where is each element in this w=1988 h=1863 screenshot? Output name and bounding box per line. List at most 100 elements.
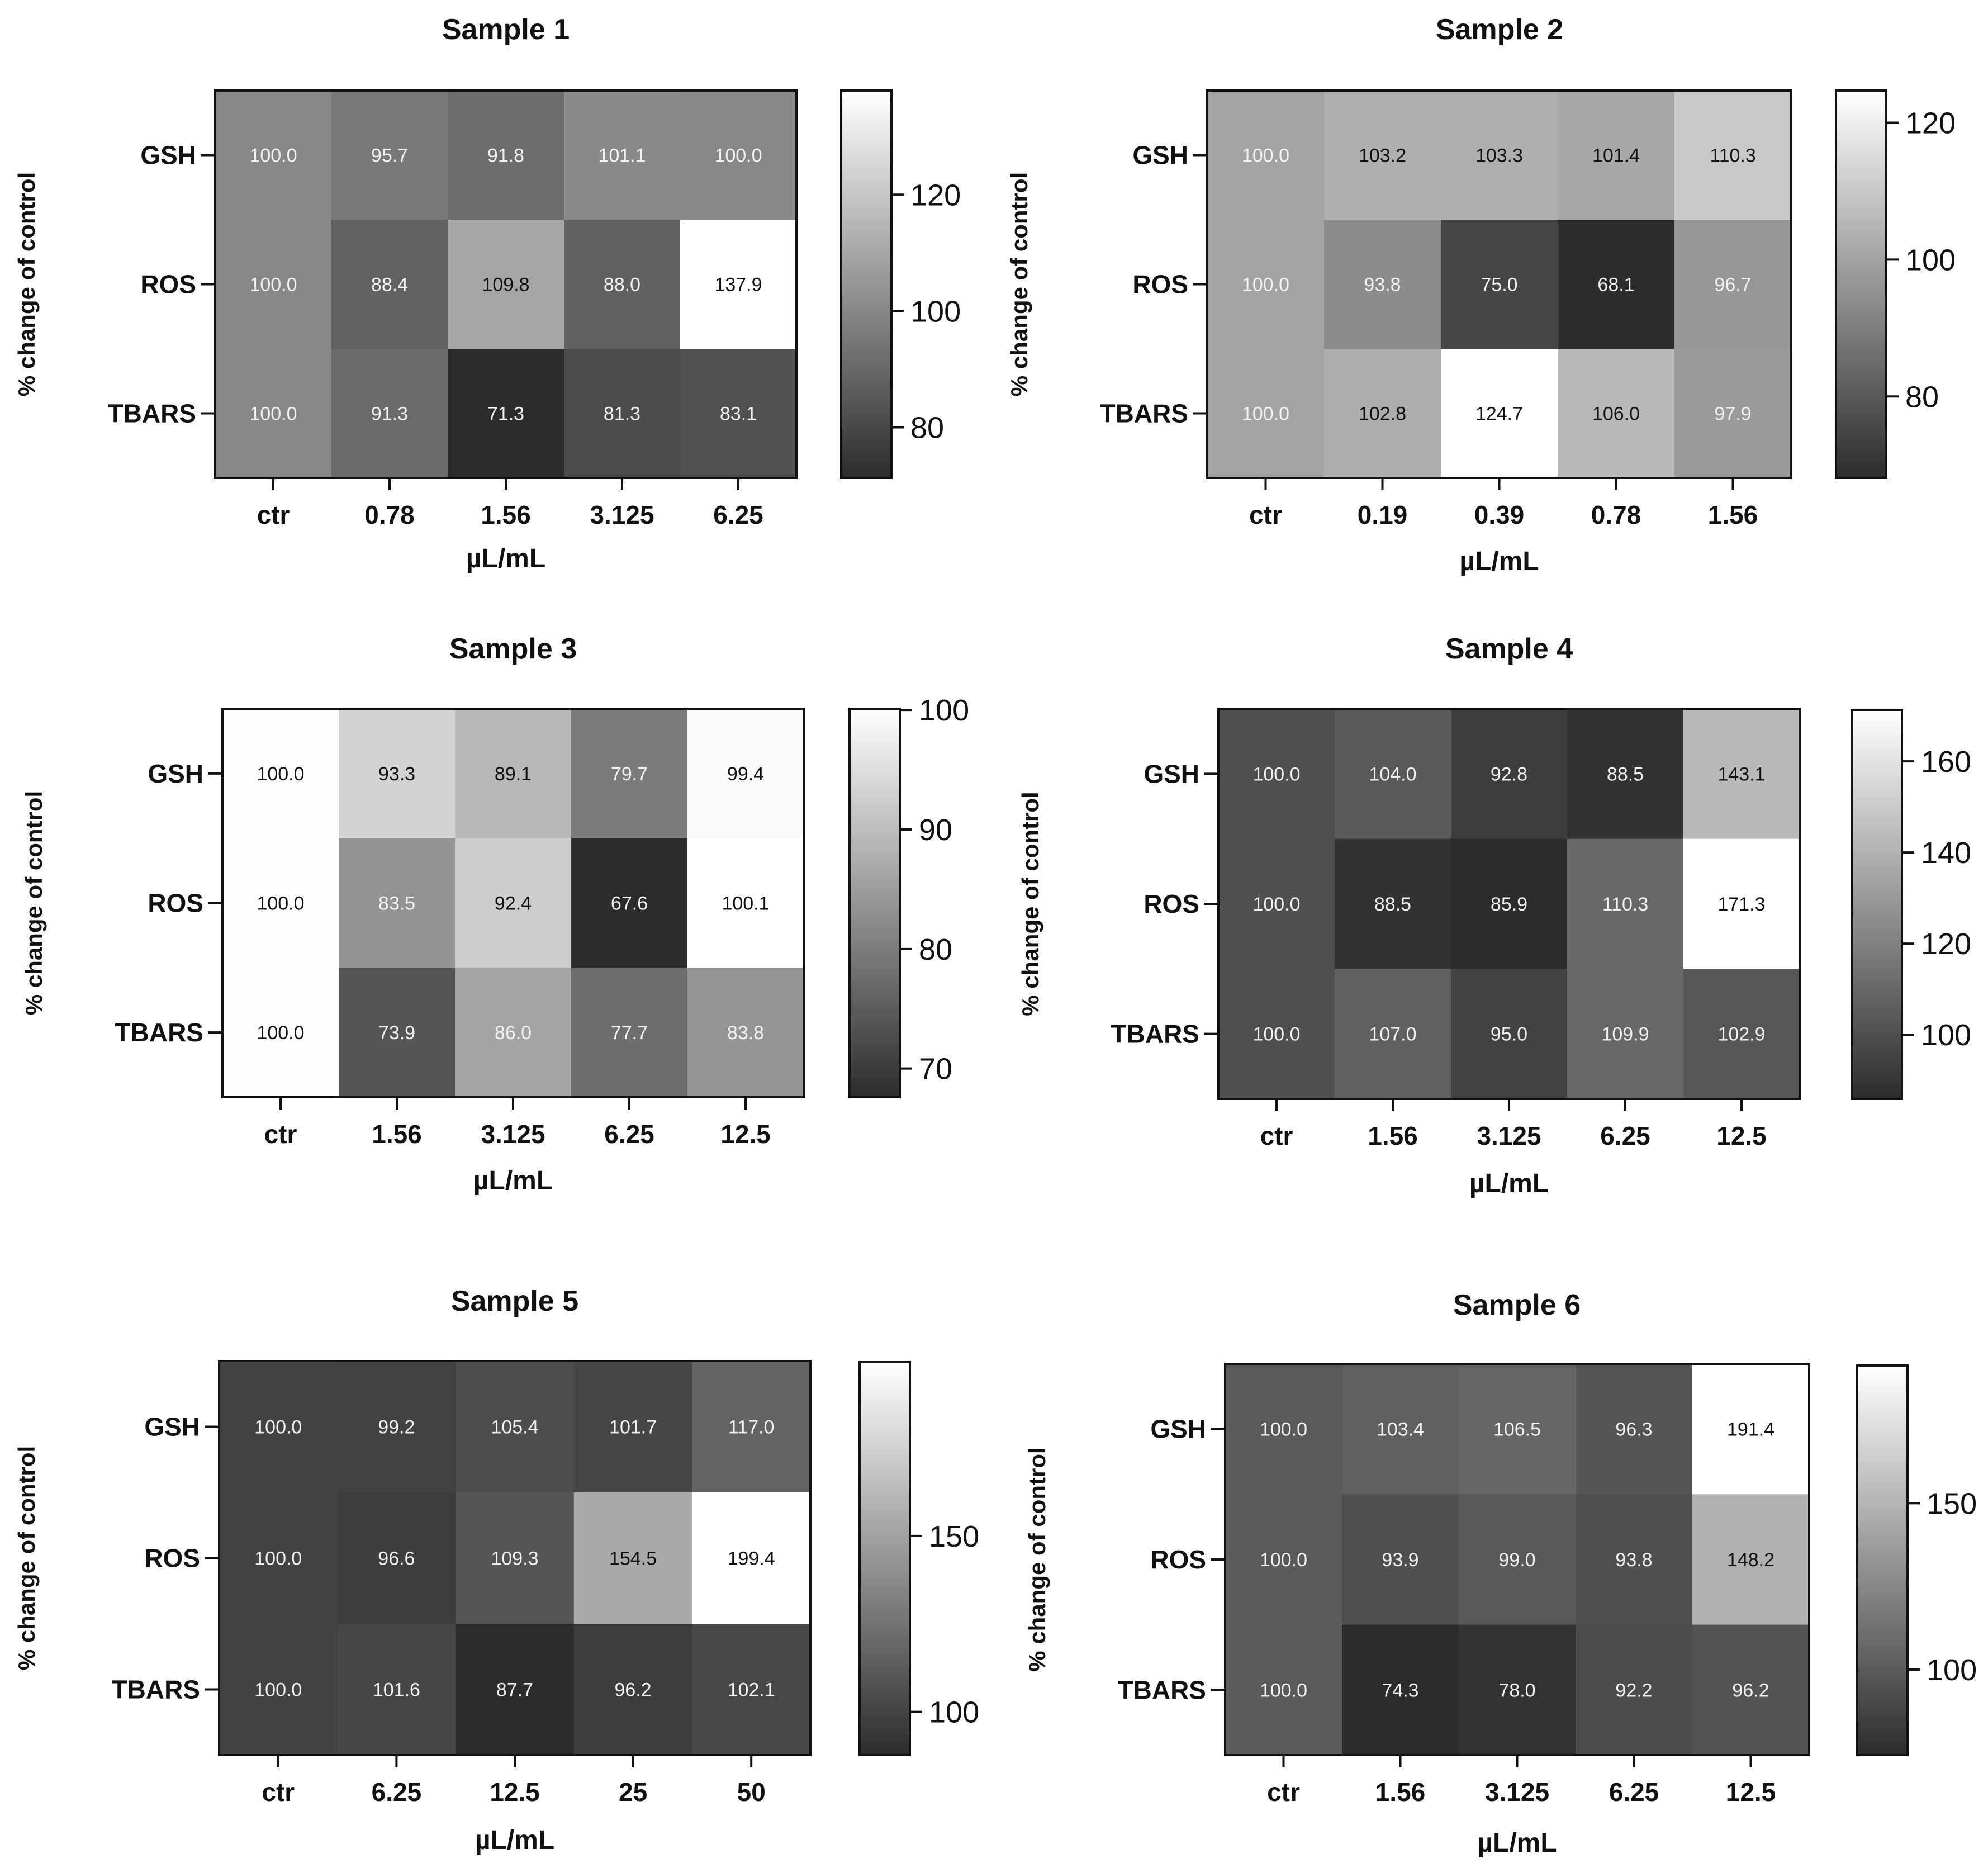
heatmap-cell [1324, 220, 1441, 349]
heatmap-cell [571, 968, 688, 1098]
cell-value-label: 96.7 [1714, 274, 1751, 296]
heatmap-panel-5: Sample 5 100.0 99.2 105.4 101.7 117.0 100.0 96.… [13, 1285, 979, 1855]
cell-value-label: 100.0 [1252, 1024, 1300, 1045]
heatmap-cell [1674, 91, 1792, 220]
heatmap-cell [1441, 220, 1558, 349]
column-label: 12.5 [490, 1777, 540, 1807]
cell-value-label: 148.2 [1727, 1549, 1775, 1571]
row-label: TBARS [1100, 399, 1188, 428]
heatmap-cell [571, 709, 688, 839]
heatmap-cell [564, 91, 681, 220]
column-label: 1.56 [1708, 500, 1758, 529]
heatmap-cell [1342, 1624, 1459, 1756]
heatmap-cell [219, 1361, 338, 1493]
column-label: 3.125 [1477, 1121, 1541, 1150]
colorbar-tick-label: 150 [1927, 1487, 1977, 1520]
cell-value-label: 86.0 [495, 1022, 532, 1044]
column-label: ctr [1260, 1121, 1293, 1150]
column-label: 12.5 [1726, 1777, 1776, 1807]
cell-value-label: 100.0 [1242, 145, 1289, 167]
cell-value-label: 89.1 [495, 764, 532, 785]
heatmap-cell [215, 91, 332, 220]
cell-value-label: 99.4 [727, 764, 764, 785]
row-label: ROS [1150, 1545, 1206, 1574]
heatmap-cell [687, 838, 804, 968]
cell-value-label: 83.8 [727, 1022, 764, 1044]
column-label: 0.19 [1358, 500, 1408, 529]
row-label: GSH [144, 1412, 200, 1442]
cell-value-label: 93.8 [1364, 274, 1401, 296]
heatmap-cell [222, 709, 339, 839]
y-axis-label: % change of control [13, 1446, 40, 1670]
cell-value-label: 91.8 [487, 145, 524, 167]
column-label: 6.25 [372, 1777, 422, 1807]
heatmap-cell [564, 349, 681, 478]
cell-value-label: 96.2 [615, 1680, 652, 1701]
cell-value-label: 100.0 [257, 764, 304, 785]
cell-value-label: 137.9 [714, 274, 762, 296]
colorbar-tick-label: 80 [1905, 380, 1939, 414]
column-label: 6.25 [713, 500, 763, 529]
cell-value-label: 100.0 [249, 145, 297, 167]
colorbar [858, 1361, 911, 1756]
cell-value-label: 75.0 [1481, 274, 1517, 296]
heatmap-cell [1218, 969, 1335, 1099]
y-axis-label: % change of control [21, 791, 47, 1015]
heatmap-cell [456, 1361, 575, 1493]
y-axis-label: % change of control [1017, 791, 1043, 1016]
cell-value-label: 97.9 [1714, 404, 1751, 425]
row-label: TBARS [1118, 1675, 1206, 1704]
heatmap-cell [448, 220, 564, 349]
x-axis-label: µL/mL [473, 1166, 553, 1196]
heatmap-cell [448, 91, 564, 220]
panel-title: Sample 1 [442, 13, 570, 46]
row-label: GSH [1150, 1415, 1206, 1444]
cell-value-label: 110.3 [1710, 145, 1756, 167]
cell-value-label: 100.0 [1252, 894, 1300, 915]
cell-value-label: 100.0 [714, 145, 762, 167]
cell-value-label: 83.5 [378, 893, 415, 914]
heatmap-cell [337, 1492, 456, 1624]
cell-value-label: 103.2 [1359, 145, 1406, 167]
heatmap-cell [1567, 838, 1684, 969]
heatmap-cell [1674, 220, 1792, 349]
cell-value-label: 92.2 [1615, 1680, 1652, 1701]
column-label: ctr [1267, 1777, 1300, 1807]
heatmap-cell [1576, 1624, 1693, 1756]
colorbar-tick-label: 100 [1921, 1018, 1971, 1052]
heatmap-cell [1683, 838, 1800, 969]
cell-value-label: 107.0 [1369, 1024, 1416, 1045]
heatmap-cell [680, 349, 797, 478]
cell-value-label: 85.9 [1491, 894, 1527, 915]
heatmap-cell [331, 349, 448, 478]
heatmap-cell [455, 709, 572, 839]
heatmap-cell [1558, 220, 1675, 349]
heatmap-cell [1567, 969, 1684, 1099]
colorbar-tick-label: 80 [919, 933, 952, 966]
heatmap-cell [337, 1624, 456, 1756]
cell-value-label: 68.1 [1597, 274, 1634, 296]
heatmap-panel-4: Sample 4 100.0 104.0 92.8 88.5 143.1 100.0 88.5… [1017, 633, 1971, 1198]
cell-value-label: 100.0 [249, 404, 297, 425]
cell-value-label: 100.0 [254, 1417, 302, 1438]
cell-value-label: 103.3 [1475, 145, 1523, 167]
cell-value-label: 100.0 [1260, 1419, 1307, 1440]
cell-value-label: 93.3 [378, 764, 415, 785]
heatmap-panel-3: Sample 3 100.0 93.3 89.1 79.7 99.4 100.0 83.5 92… [21, 633, 969, 1196]
column-label: 1.56 [372, 1120, 422, 1149]
column-label: 50 [737, 1777, 766, 1807]
x-axis-label: µL/mL [1469, 1169, 1549, 1198]
cell-value-label: 88.5 [1374, 894, 1411, 915]
cell-value-label: 154.5 [609, 1548, 657, 1570]
cell-value-label: 95.0 [1491, 1024, 1527, 1045]
cell-value-label: 100.0 [1242, 404, 1289, 425]
heatmap-cell [331, 220, 448, 349]
heatmap-cell [1459, 1364, 1576, 1495]
heatmap-cell [1342, 1494, 1459, 1625]
heatmap-cell [573, 1361, 692, 1493]
heatmap-cell [1451, 709, 1568, 840]
cell-value-label: 104.0 [1369, 764, 1416, 785]
cell-value-label: 105.4 [491, 1417, 538, 1438]
heatmap-cell [339, 709, 456, 839]
cell-value-label: 73.9 [378, 1022, 415, 1044]
